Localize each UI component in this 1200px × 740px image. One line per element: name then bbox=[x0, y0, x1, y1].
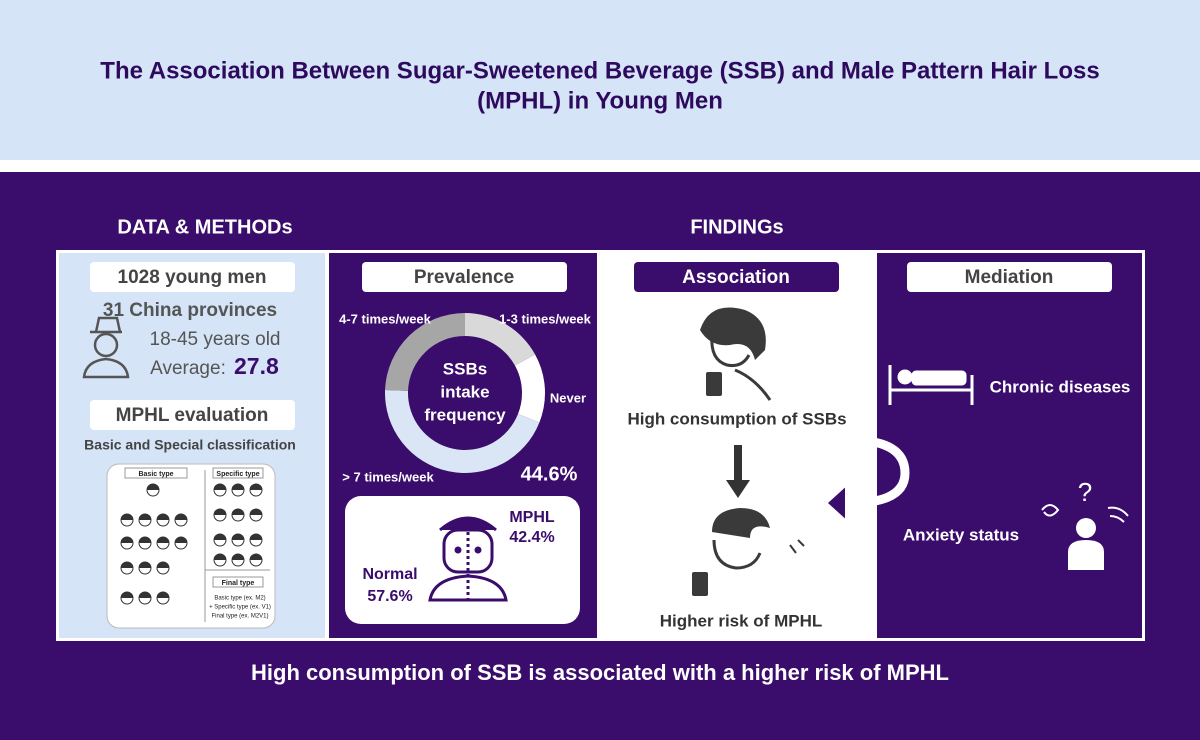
hair-sketch bbox=[232, 509, 244, 515]
donut-center: frequency bbox=[424, 405, 506, 424]
hair-sketch bbox=[214, 534, 226, 540]
hair-sketch bbox=[139, 537, 151, 543]
down-arrow bbox=[726, 445, 750, 498]
hair-sketch bbox=[139, 514, 151, 520]
normal-label: Normal bbox=[362, 566, 417, 583]
bed-icon bbox=[888, 365, 974, 405]
hair-figure bbox=[106, 463, 276, 629]
section-heading: FINDINGs bbox=[690, 216, 783, 238]
evaluation-title: MPHL evaluation bbox=[116, 405, 269, 426]
drinking-person-icon bbox=[700, 307, 772, 401]
hair-sketch bbox=[139, 562, 151, 568]
hair-sketch bbox=[157, 537, 169, 543]
hair-sketch bbox=[157, 562, 169, 568]
average-label: Average: bbox=[150, 358, 226, 379]
association-title: Association bbox=[682, 267, 790, 288]
segment-label: 1-3 times/week bbox=[499, 311, 592, 326]
arrow-head bbox=[822, 478, 849, 528]
hair-sketch bbox=[121, 562, 133, 568]
mphl-card bbox=[345, 496, 580, 624]
region: 31 China provinces bbox=[103, 300, 277, 321]
hair-sketch bbox=[139, 592, 151, 598]
mediation-title: Mediation bbox=[965, 267, 1054, 288]
sample-size: 1028 young men bbox=[118, 267, 267, 288]
exposure: High consumption of SSBs bbox=[627, 409, 846, 428]
figure-rule: Basic type (ex. M2) bbox=[214, 596, 265, 602]
figure-label: Specific type bbox=[216, 471, 259, 478]
segment-label: > 7 times/week bbox=[342, 469, 434, 484]
classification: Basic and Special classification bbox=[84, 437, 296, 453]
header-band bbox=[0, 0, 1200, 160]
title-line: The Association Between Sugar-Sweetened … bbox=[100, 57, 1099, 84]
outcome: Higher risk of MPHL bbox=[660, 611, 822, 630]
donut-segment bbox=[385, 313, 465, 391]
figure-rule: + Specific type (ex. V1) bbox=[209, 605, 271, 611]
figure-label: Final type bbox=[222, 580, 255, 587]
hair-sketch bbox=[175, 537, 187, 543]
hair-sketch bbox=[250, 554, 262, 560]
hair-sketch bbox=[250, 484, 262, 490]
man-icon bbox=[82, 316, 130, 379]
donut-segment bbox=[465, 313, 536, 366]
donut-center: intake bbox=[440, 382, 489, 401]
hair-sketch bbox=[214, 554, 226, 560]
average-value: 27.8 bbox=[234, 353, 279, 379]
mphl-value: 42.4% bbox=[509, 529, 554, 546]
hair-sketch bbox=[232, 554, 244, 560]
label-box bbox=[362, 262, 567, 292]
hair-sketch bbox=[214, 484, 226, 490]
hair-sketch bbox=[157, 592, 169, 598]
hair-sketch bbox=[147, 484, 159, 490]
title-line: (MPHL) in Young Men bbox=[477, 87, 723, 114]
segment-label: 4-7 times/week bbox=[339, 311, 432, 326]
donut-center: SSBs bbox=[443, 359, 487, 378]
mphl-label: MPHL bbox=[509, 509, 555, 526]
curved-arrow bbox=[840, 435, 910, 508]
hair-sketch bbox=[250, 509, 262, 515]
hair-sketch bbox=[232, 534, 244, 540]
label-box bbox=[90, 400, 295, 430]
segment-value-label: 44.6% bbox=[521, 463, 578, 485]
section-heading: DATA & METHODs bbox=[117, 216, 292, 238]
hair-sketch bbox=[214, 509, 226, 515]
mediator: Chronic diseases bbox=[990, 377, 1131, 396]
normal-value: 57.6% bbox=[367, 588, 412, 605]
figure-label: Basic type bbox=[138, 471, 173, 478]
hair-sketch bbox=[157, 514, 169, 520]
split-face-icon bbox=[428, 516, 508, 602]
figure-rule: Final type (ex. M2V1) bbox=[211, 614, 268, 620]
label-box bbox=[90, 262, 295, 292]
question-mark: ? bbox=[1078, 477, 1092, 507]
anxious-person-icon: ? bbox=[1041, 477, 1129, 570]
label-box bbox=[907, 262, 1112, 292]
prevalence-title: Prevalence bbox=[414, 267, 514, 288]
segment-label: Never bbox=[550, 390, 586, 405]
donut-segment bbox=[385, 389, 540, 473]
hair-sketch bbox=[121, 514, 133, 520]
hair-sketch bbox=[175, 514, 187, 520]
mediation-panel bbox=[877, 253, 1142, 638]
conclusion: High consumption of SSB is associated wi… bbox=[251, 660, 949, 685]
hair-sketch bbox=[232, 484, 244, 490]
age-range: 18-45 years old bbox=[150, 329, 281, 350]
hair-sketch bbox=[121, 537, 133, 543]
donut-chart bbox=[385, 313, 546, 473]
hair-sketch bbox=[250, 534, 262, 540]
donut-segment bbox=[514, 354, 546, 423]
mediator: Anxiety status bbox=[903, 525, 1019, 544]
hair-loss-person-icon bbox=[692, 508, 805, 596]
hair-sketch bbox=[121, 592, 133, 598]
label-box bbox=[634, 262, 839, 292]
